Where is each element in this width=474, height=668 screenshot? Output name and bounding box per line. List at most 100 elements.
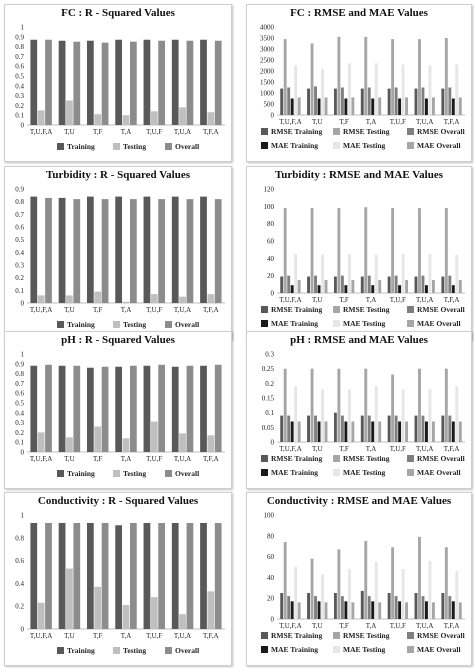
bar xyxy=(280,276,284,293)
bar xyxy=(360,276,364,293)
bar xyxy=(425,285,428,293)
y-tick-label: 0.8 xyxy=(15,198,24,206)
legend-swatch xyxy=(261,455,268,462)
x-tick-label: T,A xyxy=(121,306,132,314)
y-tick-label: 0.2 xyxy=(15,274,24,282)
bar xyxy=(179,296,186,303)
y-tick-label: 0 xyxy=(271,112,275,120)
bar xyxy=(186,365,194,452)
legend-swatch xyxy=(165,321,172,328)
bar xyxy=(364,207,368,293)
legend-label: Testing xyxy=(123,142,146,151)
bar xyxy=(287,415,291,442)
bar xyxy=(45,522,52,629)
legend-label: MAE Training xyxy=(271,319,318,328)
x-tick-label: T,A xyxy=(366,296,377,304)
bar xyxy=(405,280,409,293)
legend-swatch xyxy=(407,142,414,149)
x-tick-label: T,U,F,A xyxy=(30,128,52,136)
legend-label: MAE Training xyxy=(271,645,318,654)
legend-label: Testing xyxy=(123,469,146,478)
bar xyxy=(421,596,425,619)
bar xyxy=(455,64,459,115)
bar xyxy=(158,522,166,629)
bar xyxy=(287,87,291,115)
y-tick-label: 100 xyxy=(264,512,275,520)
y-tick-label: 0.1 xyxy=(15,112,24,120)
bar xyxy=(150,294,158,303)
y-tick-label: 0.6 xyxy=(15,390,24,398)
bar xyxy=(337,36,341,115)
x-tick-label: T,F,A xyxy=(203,128,219,136)
x-tick-label: T,U,F xyxy=(390,296,406,304)
y-tick-label: 0.2 xyxy=(15,603,24,611)
chart-title: pH : R - Squared Values xyxy=(61,334,175,346)
bar xyxy=(66,437,73,452)
y-tick-label: 1 xyxy=(21,24,25,32)
legend-swatch xyxy=(333,632,340,639)
y-tick-label: 3500 xyxy=(260,35,275,43)
bar xyxy=(444,208,448,293)
bar xyxy=(321,574,324,619)
bar xyxy=(86,40,94,125)
bar xyxy=(418,368,421,442)
bar xyxy=(394,415,398,442)
x-tick-label: T,F xyxy=(339,622,349,630)
bar xyxy=(405,97,409,115)
bar xyxy=(179,614,186,629)
bar xyxy=(367,275,371,293)
y-tick-label: 0.5 xyxy=(15,236,24,244)
bar xyxy=(367,87,371,115)
bar xyxy=(394,275,398,293)
y-tick-label: 1 xyxy=(21,512,25,520)
x-tick-label: T,U,A xyxy=(174,455,191,463)
x-tick-label: T,A xyxy=(121,455,132,463)
bar xyxy=(101,522,109,629)
bar xyxy=(37,432,45,452)
bar xyxy=(294,254,298,293)
y-tick-label: 0.3 xyxy=(15,92,24,100)
bar xyxy=(45,197,52,303)
bar xyxy=(401,389,405,442)
bar xyxy=(448,275,452,293)
legend-label: RMSE Testing xyxy=(343,631,390,640)
bar xyxy=(129,365,137,452)
bar xyxy=(283,542,287,619)
bar xyxy=(310,208,314,293)
x-tick-label: T,U xyxy=(312,622,323,630)
x-tick-label: T,F,A xyxy=(444,622,460,630)
bar xyxy=(394,596,398,619)
legend-swatch xyxy=(407,128,414,135)
legend-swatch xyxy=(165,647,172,654)
y-tick-label: 0.6 xyxy=(15,557,24,565)
bar xyxy=(458,97,462,115)
legend-swatch xyxy=(407,632,414,639)
x-tick-label: T,U xyxy=(64,632,75,640)
bar xyxy=(405,421,409,442)
bar xyxy=(405,602,409,619)
chart-title: Turbidity : R - Squared Values xyxy=(46,169,190,181)
bar xyxy=(378,421,382,442)
legend-swatch xyxy=(407,646,414,653)
y-tick-label: 20 xyxy=(267,595,275,603)
bar xyxy=(283,368,287,442)
bar xyxy=(448,415,452,442)
x-tick-label: T,U,A xyxy=(416,445,433,453)
bar xyxy=(414,415,418,442)
x-tick-label: T,U xyxy=(64,128,75,136)
bar xyxy=(214,199,222,303)
legend-swatch xyxy=(261,320,268,327)
x-tick-label: T,U,F xyxy=(390,118,406,126)
bar xyxy=(30,365,38,452)
bar xyxy=(115,525,123,629)
y-tick-label: 1 xyxy=(21,351,25,359)
legend-swatch xyxy=(333,320,340,327)
bar xyxy=(280,593,284,619)
bar xyxy=(101,199,109,303)
bar xyxy=(337,208,341,293)
x-tick-label: T,U,F,A xyxy=(279,118,301,126)
x-tick-label: T,U xyxy=(64,455,75,463)
legend-label: Overall xyxy=(175,142,199,151)
bar xyxy=(401,569,405,619)
bar xyxy=(347,389,351,442)
